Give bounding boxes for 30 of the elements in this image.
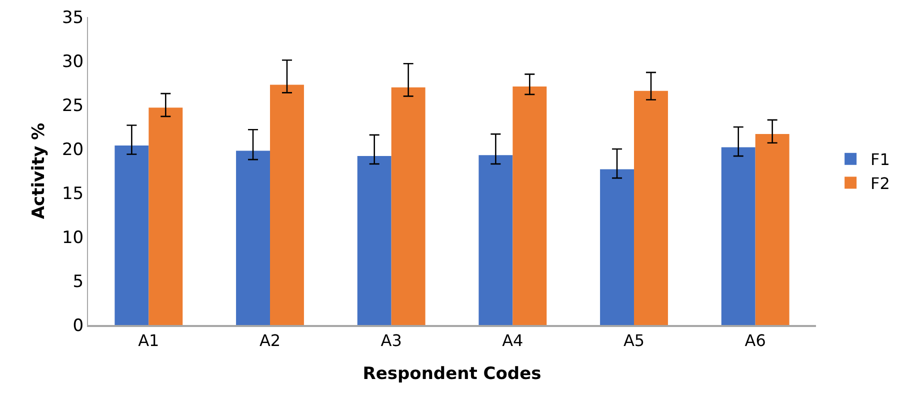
legend-label: F2 <box>870 174 890 193</box>
bar <box>634 90 668 325</box>
bar <box>721 147 756 325</box>
y-axis-title: Activity % <box>29 122 49 220</box>
x-tick-label: A6 <box>744 330 766 350</box>
y-tick-label: 15 <box>62 184 84 204</box>
bar <box>391 87 426 325</box>
y-tick-label: 30 <box>62 52 84 72</box>
y-tick-label: 25 <box>62 96 84 116</box>
y-tick-label: 35 <box>62 8 84 28</box>
x-tick-label: A2 <box>259 330 281 350</box>
bar <box>512 86 547 325</box>
bar <box>236 150 270 325</box>
y-tick-label: 10 <box>62 228 84 248</box>
x-tick-label: A5 <box>623 330 645 350</box>
x-tick-label: A4 <box>502 330 524 350</box>
y-tick-label: 5 <box>72 272 84 292</box>
bar <box>357 156 392 325</box>
y-tick-label: 0 <box>72 316 84 336</box>
bar <box>114 145 149 325</box>
bar <box>148 108 183 325</box>
x-axis-title: Respondent Codes <box>362 364 542 384</box>
legend-label: F1 <box>870 150 890 170</box>
bar <box>478 155 513 325</box>
bar <box>600 169 634 325</box>
y-tick-label: 20 <box>62 140 84 160</box>
bar <box>755 134 790 325</box>
bar <box>270 84 304 325</box>
x-tick-label: A3 <box>380 330 402 350</box>
x-tick-label: A1 <box>138 330 160 350</box>
